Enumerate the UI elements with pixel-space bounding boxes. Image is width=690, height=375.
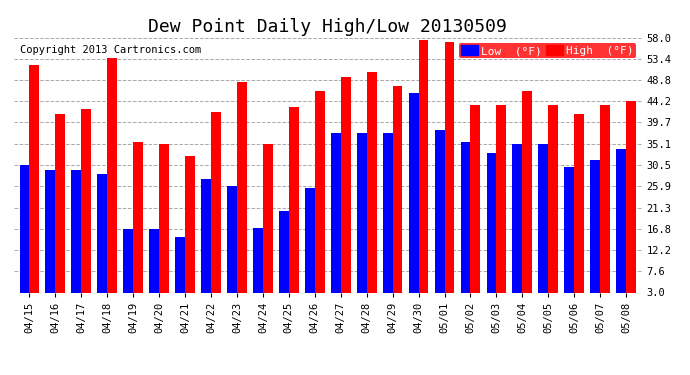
Bar (366, 72, 377, 292)
Title: Dew Point Daily High/Low 20130509: Dew Point Daily High/Low 20130509 (148, 18, 507, 36)
Bar (331, 132, 341, 292)
Bar (574, 114, 584, 292)
Bar (522, 91, 532, 292)
Bar (81, 110, 91, 292)
Bar (133, 142, 143, 292)
Bar (538, 144, 549, 292)
Bar (185, 156, 195, 292)
Bar (564, 167, 574, 292)
Bar (55, 114, 65, 292)
Bar (383, 132, 393, 292)
Bar (616, 149, 626, 292)
Bar (263, 144, 273, 292)
Bar (107, 58, 117, 292)
Bar (393, 86, 402, 292)
Bar (408, 93, 419, 292)
Bar (159, 144, 169, 292)
Bar (46, 170, 55, 292)
Bar (305, 188, 315, 292)
Bar (227, 186, 237, 292)
Bar (549, 105, 558, 292)
Bar (201, 179, 211, 292)
Bar (211, 112, 221, 292)
Bar (19, 165, 30, 292)
Text: Copyright 2013 Cartronics.com: Copyright 2013 Cartronics.com (20, 45, 201, 55)
Bar (237, 81, 247, 292)
Bar (149, 228, 159, 292)
Bar (341, 77, 351, 292)
Legend: Low  (°F), High  (°F): Low (°F), High (°F) (459, 43, 636, 58)
Bar (486, 153, 496, 292)
Bar (461, 142, 471, 292)
Bar (626, 102, 636, 292)
Bar (30, 65, 39, 292)
Bar (471, 105, 480, 292)
Bar (444, 42, 455, 292)
Bar (357, 132, 366, 292)
Bar (513, 144, 522, 292)
Bar (71, 170, 81, 292)
Bar (435, 130, 444, 292)
Bar (591, 160, 600, 292)
Bar (124, 228, 133, 292)
Bar (600, 105, 610, 292)
Bar (97, 174, 107, 292)
Bar (315, 91, 324, 292)
Bar (289, 107, 299, 292)
Bar (253, 228, 263, 292)
Bar (419, 40, 428, 292)
Bar (496, 105, 506, 292)
Bar (175, 237, 185, 292)
Bar (279, 211, 289, 292)
